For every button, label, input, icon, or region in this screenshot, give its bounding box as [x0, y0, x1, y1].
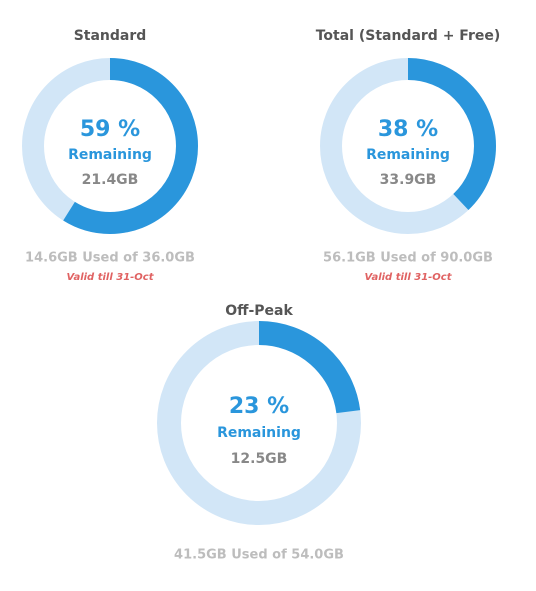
usage-text: 41.5GB Used of 54.0GB — [174, 548, 344, 563]
remaining-amount: 33.9GB — [380, 172, 437, 188]
validity-text: Valid till 31-Oct — [66, 272, 154, 283]
gauge-arc — [157, 321, 361, 525]
gauge-title: Off-Peak — [225, 303, 293, 319]
usage-text: 56.1GB Used of 90.0GB — [323, 251, 493, 266]
gauge-arc — [22, 58, 198, 234]
remaining-label: Remaining — [217, 425, 301, 441]
remaining-label: Remaining — [366, 147, 450, 163]
gauge-arc — [320, 58, 496, 234]
remaining-amount: 12.5GB — [231, 451, 288, 467]
percent-label: 38 % — [378, 117, 438, 142]
remaining-label: Remaining — [68, 147, 152, 163]
percent-label: 59 % — [80, 117, 140, 142]
usage-text: 14.6GB Used of 36.0GB — [25, 251, 195, 266]
remaining-amount: 21.4GB — [82, 172, 139, 188]
percent-label: 23 % — [229, 394, 289, 419]
gauge-title: Standard — [74, 28, 147, 44]
validity-text: Valid till 31-Oct — [364, 272, 452, 283]
gauge-title: Total (Standard + Free) — [316, 28, 501, 44]
